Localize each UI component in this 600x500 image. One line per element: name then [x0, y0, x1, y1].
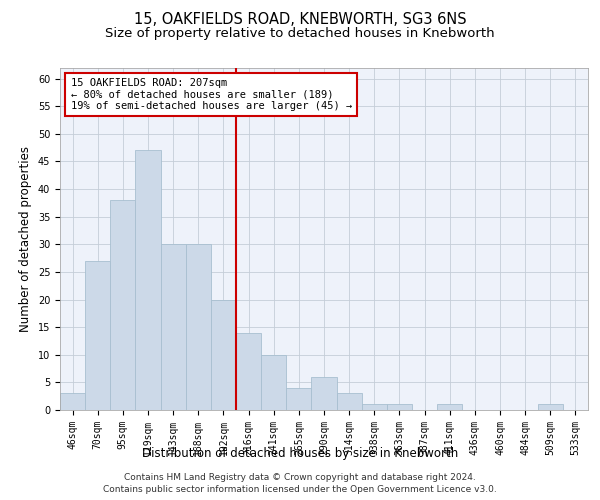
Bar [311, 377, 337, 410]
Text: 15, OAKFIELDS ROAD, KNEBWORTH, SG3 6NS: 15, OAKFIELDS ROAD, KNEBWORTH, SG3 6NS [134, 12, 466, 28]
Text: Contains public sector information licensed under the Open Government Licence v3: Contains public sector information licen… [103, 485, 497, 494]
Bar [261, 355, 286, 410]
Bar [236, 332, 261, 410]
Bar [387, 404, 412, 410]
Bar [337, 394, 362, 410]
Bar [161, 244, 186, 410]
Y-axis label: Number of detached properties: Number of detached properties [19, 146, 32, 332]
Bar [437, 404, 462, 410]
Bar [286, 388, 311, 410]
Text: Contains HM Land Registry data © Crown copyright and database right 2024.: Contains HM Land Registry data © Crown c… [124, 472, 476, 482]
Bar [85, 261, 110, 410]
Bar [110, 200, 136, 410]
Bar [362, 404, 387, 410]
Bar [538, 404, 563, 410]
Bar [136, 150, 161, 410]
Bar [60, 394, 85, 410]
Text: Size of property relative to detached houses in Knebworth: Size of property relative to detached ho… [105, 28, 495, 40]
Text: 15 OAKFIELDS ROAD: 207sqm
← 80% of detached houses are smaller (189)
19% of semi: 15 OAKFIELDS ROAD: 207sqm ← 80% of detac… [71, 78, 352, 111]
Bar [186, 244, 211, 410]
Bar [211, 300, 236, 410]
Text: Distribution of detached houses by size in Knebworth: Distribution of detached houses by size … [142, 448, 458, 460]
